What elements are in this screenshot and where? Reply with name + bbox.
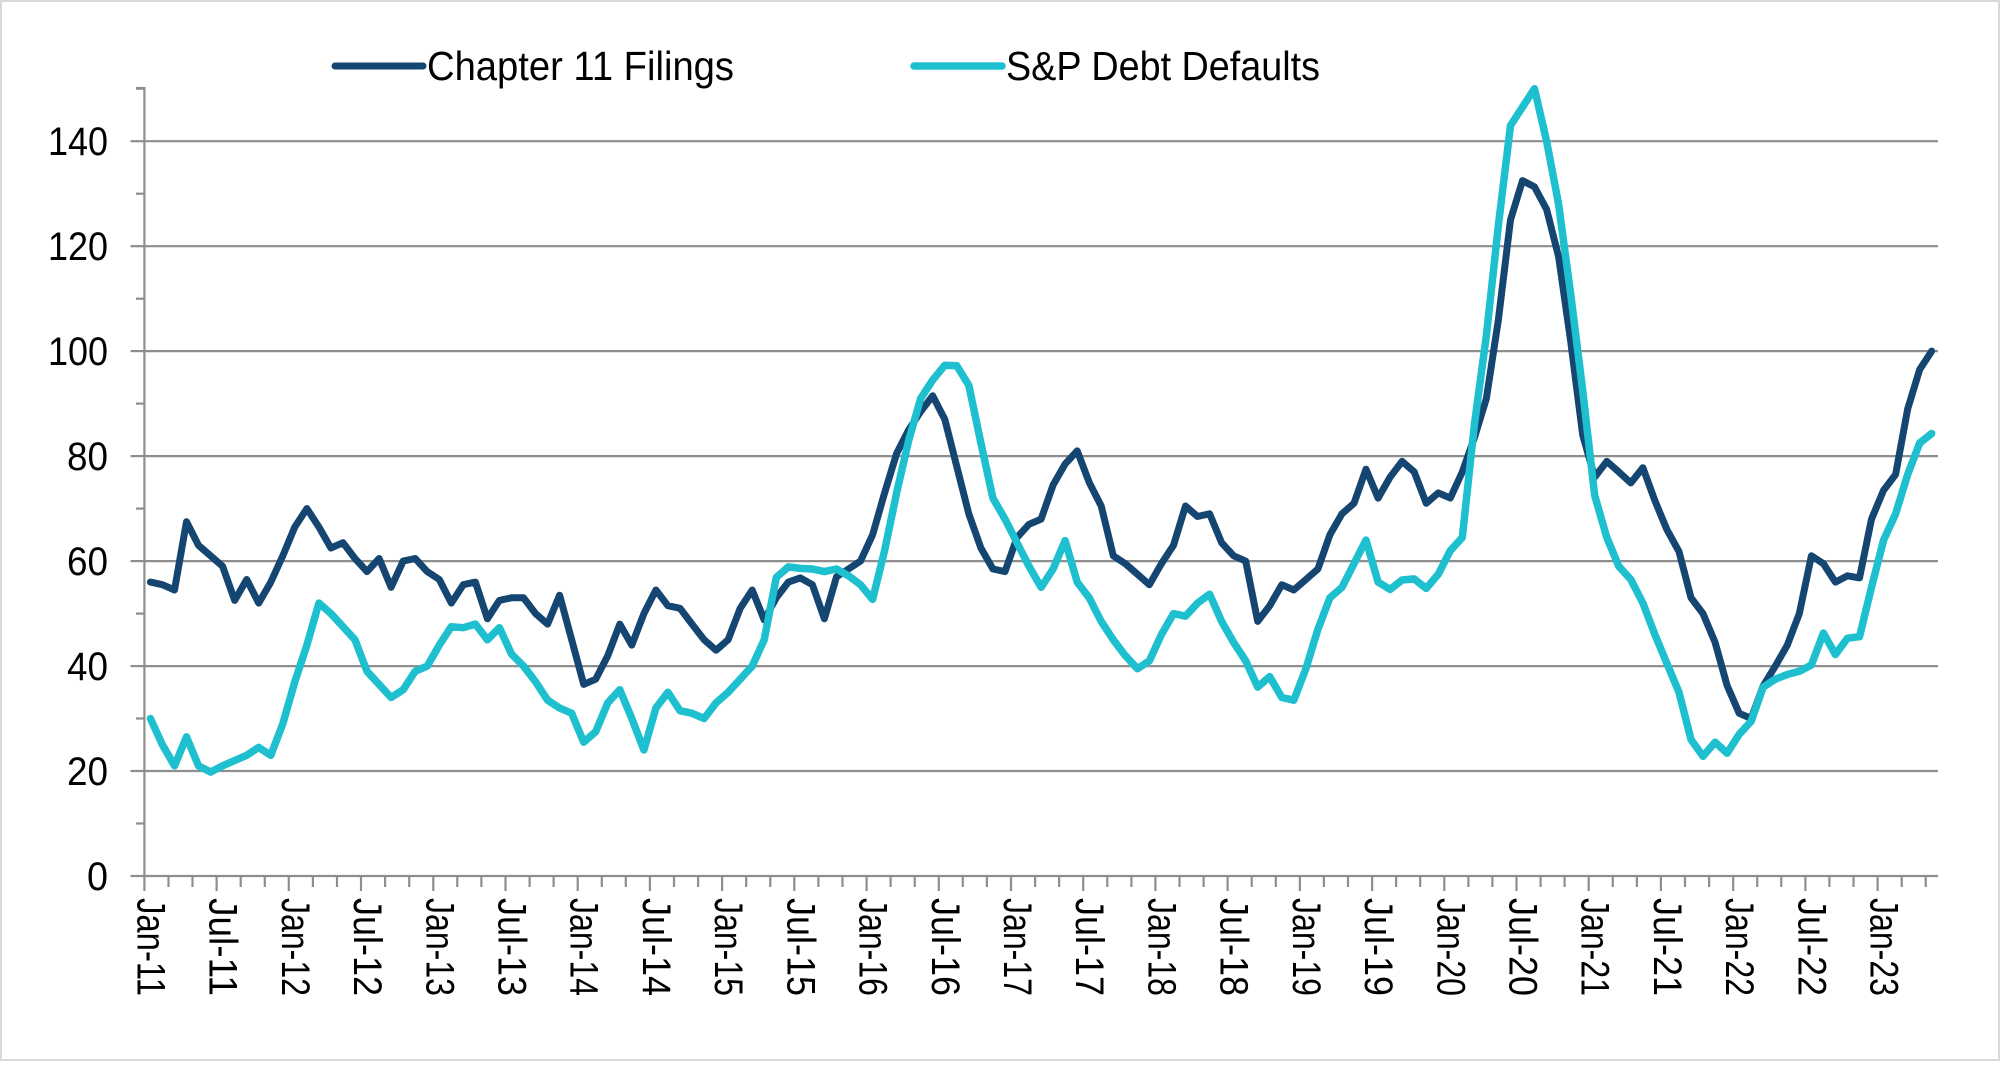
svg-text:Jul-13: Jul-13 bbox=[490, 898, 534, 996]
svg-text:Jan-19: Jan-19 bbox=[1284, 898, 1328, 996]
svg-text:Jan-13: Jan-13 bbox=[417, 898, 461, 996]
svg-text:Jul-17: Jul-17 bbox=[1067, 898, 1111, 996]
svg-text:Jan-18: Jan-18 bbox=[1139, 898, 1183, 996]
svg-text:20: 20 bbox=[67, 750, 108, 794]
svg-text:Jan-16: Jan-16 bbox=[851, 898, 895, 996]
svg-text:40: 40 bbox=[67, 645, 108, 689]
svg-text:80: 80 bbox=[67, 435, 108, 479]
svg-text:Jan-22: Jan-22 bbox=[1717, 898, 1761, 996]
svg-text:140: 140 bbox=[48, 120, 108, 164]
svg-text:Jul-21: Jul-21 bbox=[1645, 898, 1689, 996]
svg-text:120: 120 bbox=[48, 225, 108, 269]
svg-text:100: 100 bbox=[48, 330, 108, 374]
svg-text:Jan-12: Jan-12 bbox=[273, 898, 317, 996]
svg-text:Jan-11: Jan-11 bbox=[128, 898, 172, 996]
svg-text:Jan-20: Jan-20 bbox=[1428, 898, 1472, 996]
svg-text:Jul-15: Jul-15 bbox=[778, 898, 822, 996]
svg-text:Jul-14: Jul-14 bbox=[634, 898, 678, 996]
svg-text:Jan-15: Jan-15 bbox=[706, 898, 750, 996]
svg-text:Jul-19: Jul-19 bbox=[1356, 898, 1400, 996]
svg-text:60: 60 bbox=[67, 540, 108, 584]
svg-text:Jul-20: Jul-20 bbox=[1501, 898, 1545, 996]
svg-text:Jan-21: Jan-21 bbox=[1573, 898, 1617, 996]
svg-text:Jan-23: Jan-23 bbox=[1862, 898, 1906, 996]
svg-text:Jan-14: Jan-14 bbox=[562, 898, 606, 996]
svg-text:Jul-11: Jul-11 bbox=[201, 898, 245, 996]
svg-text:Jul-12: Jul-12 bbox=[345, 898, 389, 996]
svg-text:Chapter 11 Filings: Chapter 11 Filings bbox=[427, 43, 734, 89]
svg-text:S&P Debt Defaults: S&P Debt Defaults bbox=[1006, 43, 1320, 89]
svg-text:Jul-16: Jul-16 bbox=[923, 898, 967, 996]
svg-text:Jan-17: Jan-17 bbox=[995, 898, 1039, 996]
svg-text:Jul-18: Jul-18 bbox=[1212, 898, 1256, 996]
svg-text:Jul-22: Jul-22 bbox=[1789, 898, 1833, 996]
svg-text:0: 0 bbox=[87, 855, 108, 899]
